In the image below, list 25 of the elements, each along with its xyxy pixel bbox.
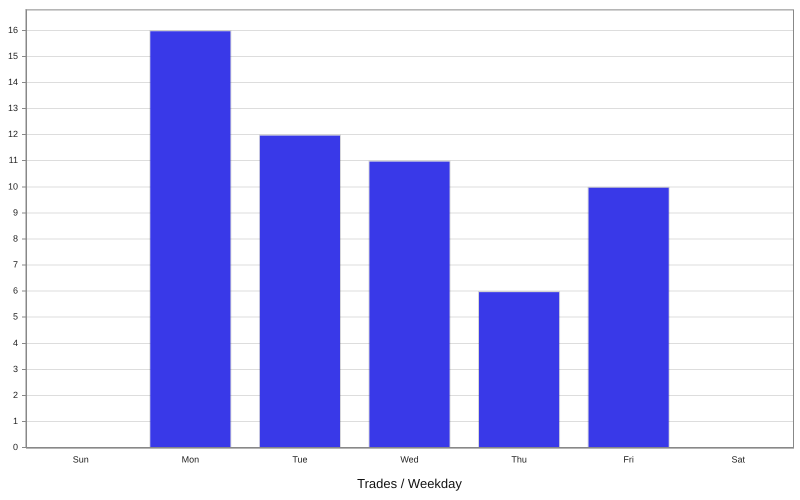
y-tick-label: 15 <box>8 50 18 61</box>
y-tick-label: 6 <box>12 286 18 296</box>
y-tick-label: 12 <box>8 129 18 140</box>
x-tick-label: Fri <box>623 454 634 464</box>
y-tick-label: 13 <box>8 103 18 113</box>
y-tick-label: 9 <box>12 207 18 218</box>
y-tick-label: 11 <box>8 155 18 166</box>
y-tick-label: 3 <box>12 364 18 374</box>
y-tick-label: 4 <box>12 338 18 348</box>
y-tick-label: 10 <box>8 181 18 192</box>
y-tick-label: 16 <box>8 24 18 35</box>
y-tick-label: 7 <box>12 260 18 270</box>
x-tick-label: Wed <box>400 454 419 464</box>
x-tick-label: Mon <box>182 454 200 464</box>
y-tick-label: 5 <box>12 312 18 322</box>
y-tick-label: 2 <box>12 390 18 400</box>
y-tick-label: 0 <box>12 442 18 452</box>
x-tick-label: Thu <box>511 454 527 464</box>
x-tick-label: Tue <box>292 454 308 464</box>
y-tick-label: 1 <box>12 416 18 426</box>
x-tick-label: Sun <box>72 454 89 464</box>
y-tick-label: 14 <box>8 76 18 87</box>
x-axis-title: Trades / Weekday <box>357 476 462 491</box>
y-tick-label: 8 <box>12 233 18 244</box>
x-tick-label: Sat <box>731 454 746 464</box>
